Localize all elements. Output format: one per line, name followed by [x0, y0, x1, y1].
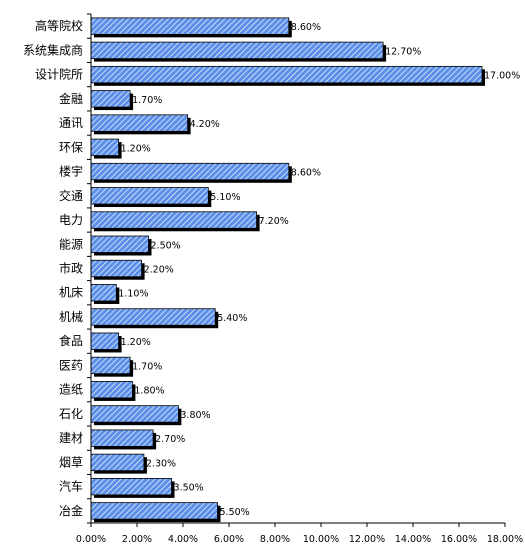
category-label: 机械: [59, 309, 83, 324]
value-label: 2.30%: [146, 458, 176, 469]
x-tick-label: 2.00%: [122, 534, 152, 545]
category-label: 机床: [59, 286, 83, 300]
value-label: 17.00%: [484, 71, 520, 82]
category-label: 冶金: [59, 503, 83, 518]
bar: [90, 235, 149, 253]
bar: [90, 356, 131, 375]
value-label: 12.70%: [385, 46, 421, 57]
value-label: 8.60%: [291, 168, 321, 179]
bar: [90, 332, 120, 350]
bar: [90, 478, 172, 496]
category-label: 金融: [59, 91, 83, 106]
x-tick-label: 16.00%: [441, 534, 477, 545]
category-label: 环保: [59, 140, 83, 154]
x-tick-label: 6.00%: [214, 534, 244, 545]
value-label: 4.20%: [190, 119, 220, 130]
value-label: 5.40%: [217, 313, 247, 324]
category-label: 市政: [59, 261, 83, 276]
value-label: 1.70%: [132, 361, 162, 372]
value-label: 5.50%: [220, 507, 250, 518]
category-label: 通讯: [59, 116, 83, 130]
category-label: 造纸: [59, 383, 83, 397]
x-tick-label: 18.00%: [487, 534, 523, 545]
bar: [90, 453, 145, 472]
category-label: 电力: [59, 213, 83, 227]
bar: [90, 138, 120, 156]
bars-layer: 高等院校 8.60% 系统集成商 12.70% 设计院所 17.00% 金融 1.70% 通讯 4…: [23, 17, 520, 523]
x-tick-label: 0.00%: [76, 534, 106, 545]
bar: [90, 114, 188, 132]
bar: [90, 211, 258, 229]
category-label: 交通: [59, 188, 83, 203]
category-label: 高等院校: [35, 18, 83, 33]
x-tick-label: 14.00%: [395, 534, 431, 545]
bar: [90, 17, 290, 35]
category-label: 石化: [59, 407, 83, 421]
bar: [90, 429, 154, 447]
category-label: 医药: [59, 358, 83, 372]
x-tick-label: 8.00%: [260, 534, 290, 545]
x-tick-label: 10.00%: [303, 534, 339, 545]
category-label: 系统集成商: [23, 42, 83, 57]
category-label: 能源: [59, 237, 83, 251]
bar: [90, 259, 142, 278]
bar: [90, 381, 133, 399]
value-label: 2.70%: [155, 434, 185, 445]
value-label: 1.10%: [118, 289, 148, 300]
axis-layer: 0.00% 2.00% 4.00% 6.00% 8.00% 10.00% 12.00% 14.…: [76, 13, 523, 545]
value-label: 8.60%: [291, 22, 321, 33]
category-label: 楼宇: [59, 164, 83, 179]
value-label: 3.80%: [180, 410, 210, 421]
value-label: 7.20%: [259, 216, 289, 227]
category-label: 设计院所: [35, 68, 83, 82]
value-label: 1.70%: [132, 95, 162, 106]
bar: [90, 162, 290, 181]
value-label: 2.50%: [151, 240, 181, 251]
value-label: 2.20%: [144, 265, 174, 276]
x-tick-label: 4.00%: [168, 534, 198, 545]
bar: [90, 41, 384, 59]
bar: [90, 405, 179, 423]
category-label: 食品: [59, 333, 83, 348]
bar: [90, 284, 117, 302]
category-label: 汽车: [59, 479, 83, 494]
category-label: 烟草: [59, 455, 83, 469]
value-label: 1.20%: [121, 337, 151, 348]
value-label: 1.80%: [134, 386, 164, 397]
bar: [90, 502, 218, 520]
category-label: 建材: [59, 431, 83, 445]
value-label: 5.10%: [210, 192, 240, 203]
bar: [90, 187, 209, 205]
bar: [90, 90, 131, 108]
bar: [90, 308, 216, 326]
x-tick-label: 12.00%: [349, 534, 385, 545]
value-label: 1.20%: [121, 143, 151, 154]
bar: [90, 65, 483, 84]
value-label: 3.50%: [174, 483, 204, 494]
